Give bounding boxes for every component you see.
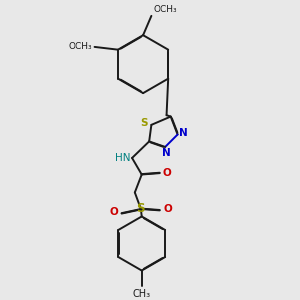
- Text: O: O: [163, 204, 172, 214]
- Text: CH₃: CH₃: [133, 289, 151, 299]
- Text: N: N: [162, 148, 171, 158]
- Text: O: O: [110, 207, 118, 217]
- Text: N: N: [179, 128, 188, 138]
- Text: S: S: [136, 202, 145, 215]
- Text: HN: HN: [115, 153, 131, 163]
- Text: OCH₃: OCH₃: [69, 42, 92, 51]
- Text: OCH₃: OCH₃: [154, 5, 177, 14]
- Text: O: O: [162, 168, 171, 178]
- Text: S: S: [140, 118, 147, 128]
